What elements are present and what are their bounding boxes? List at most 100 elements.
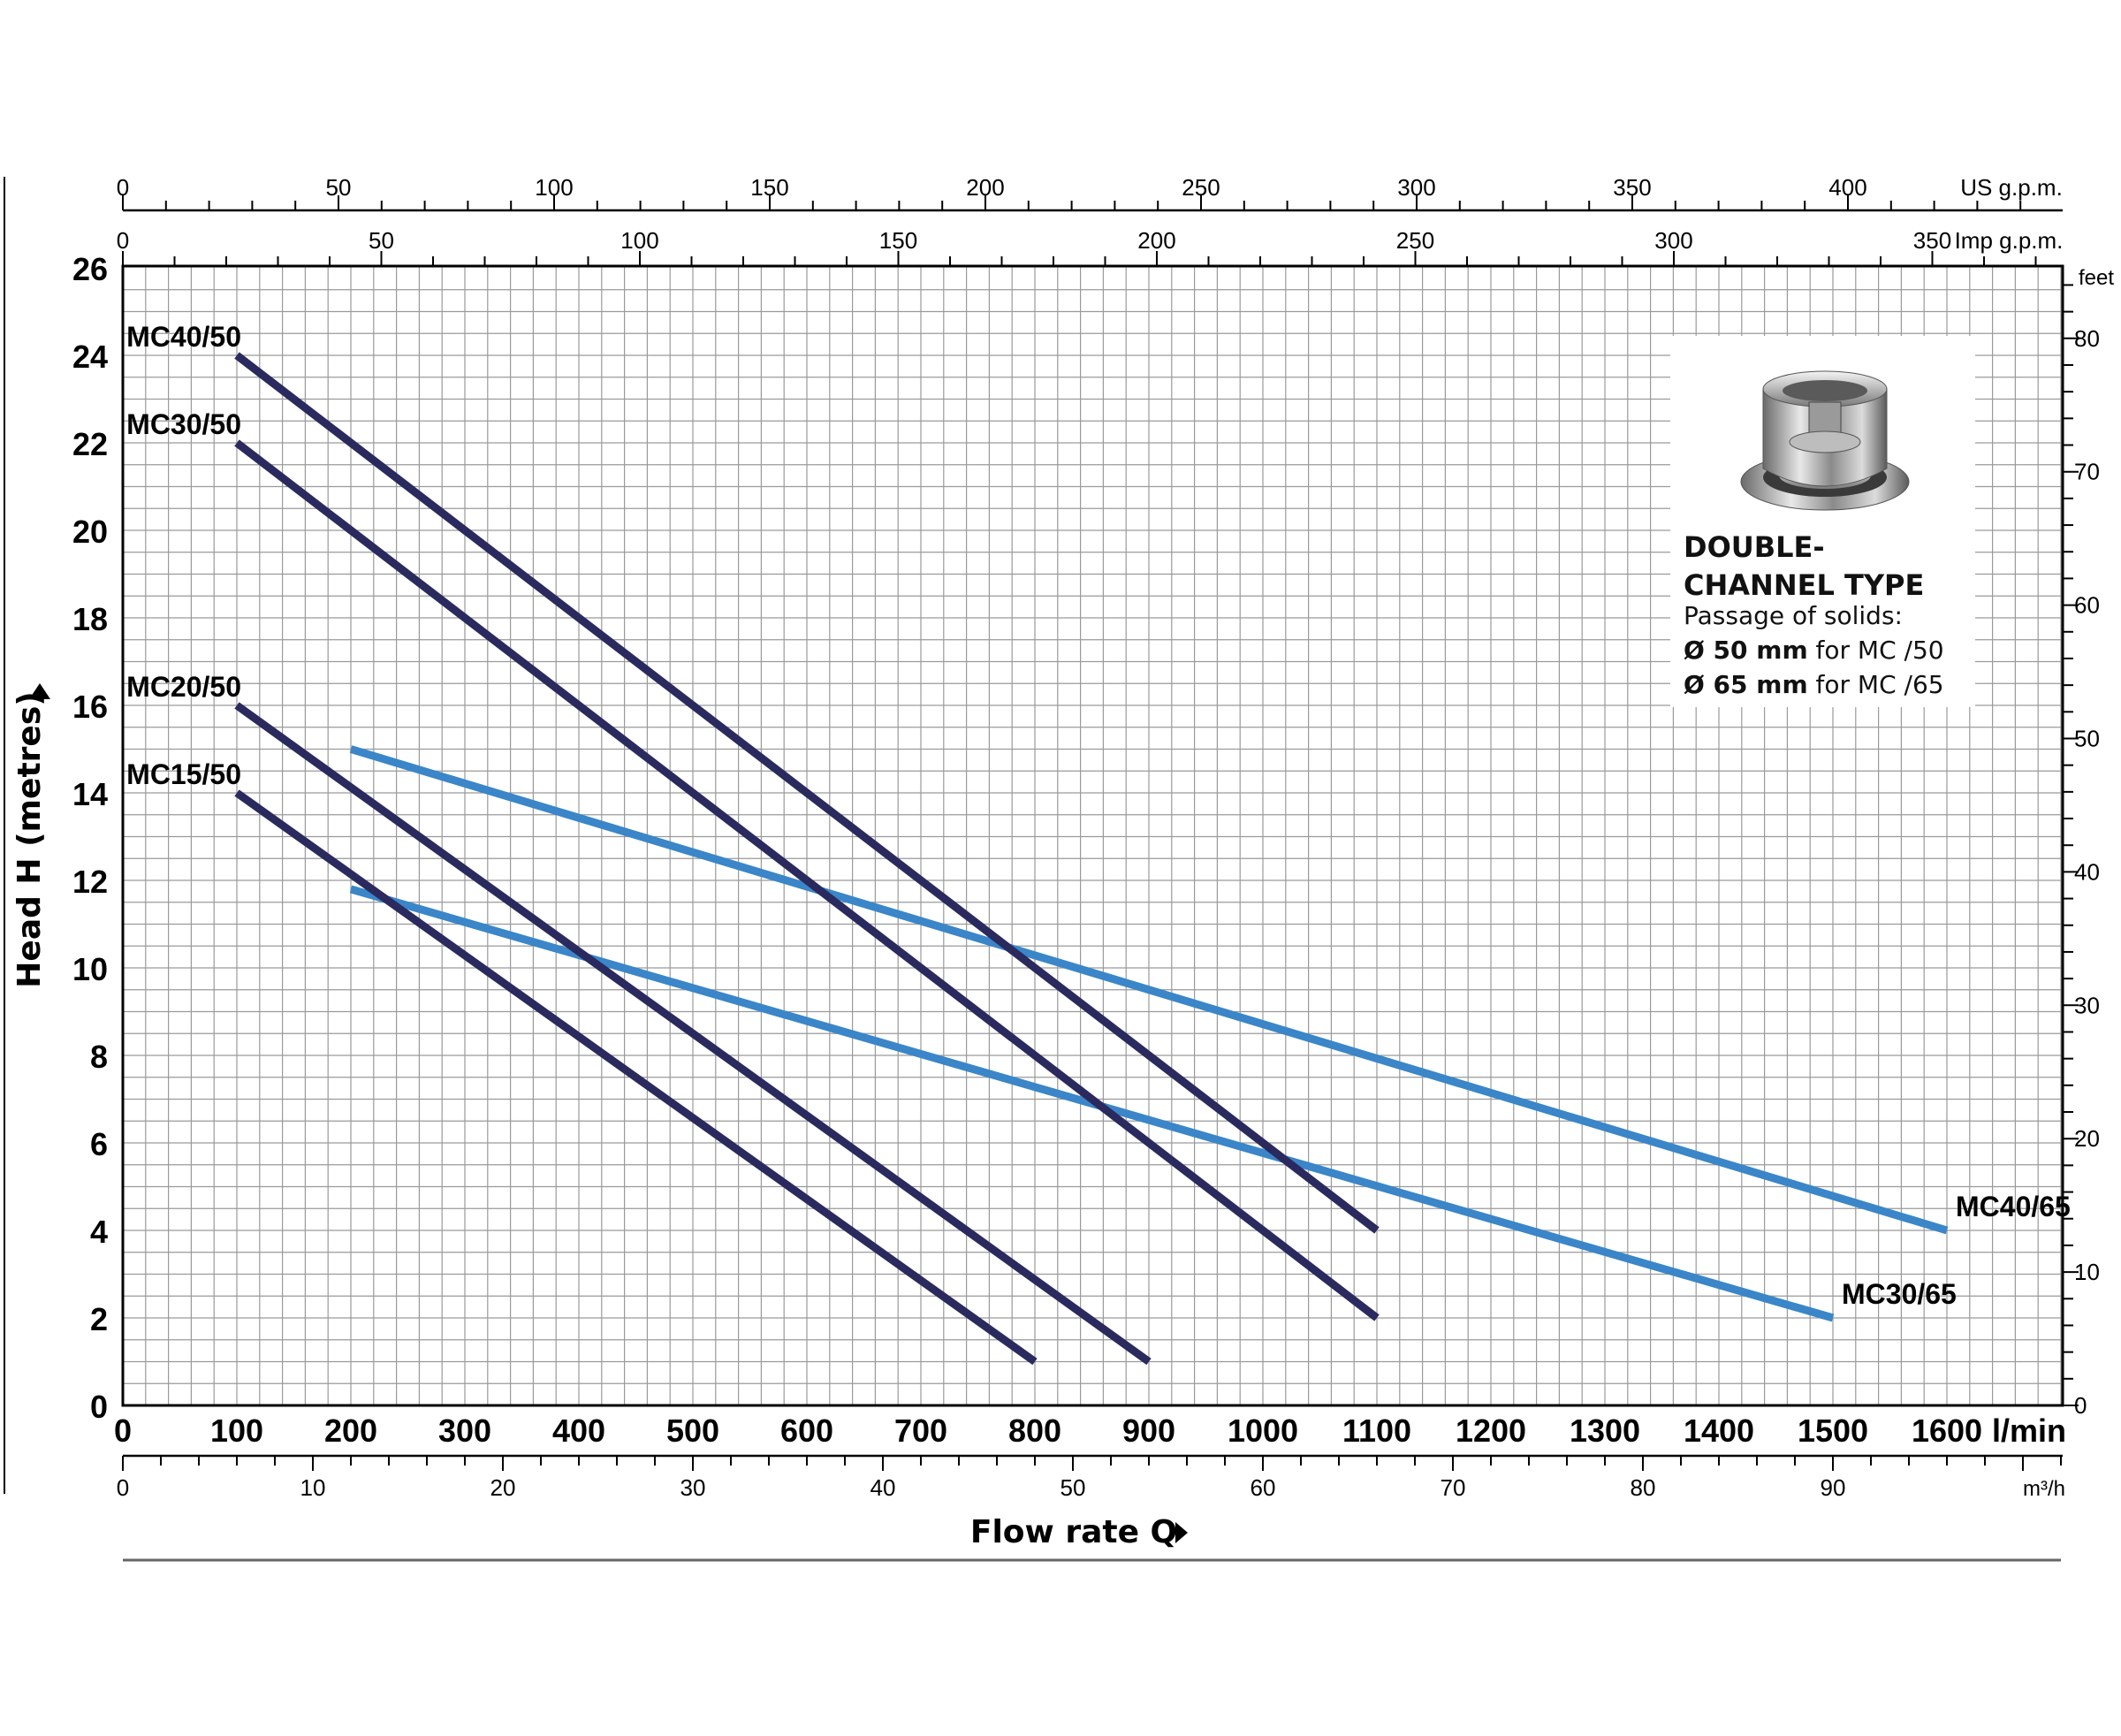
x-tick-label: 400	[552, 1412, 605, 1449]
imp-gpm-tick-label: 0	[117, 227, 129, 254]
us-gpm-tick-label: 50	[326, 174, 352, 201]
us-gpm-tick-label: 100	[535, 174, 573, 201]
m3h-tick-label: 20	[490, 1474, 516, 1501]
m3h-tick-label: 80	[1631, 1474, 1656, 1501]
m3h-tick-label: 90	[1821, 1474, 1846, 1501]
x-tick-label: 1100	[1342, 1412, 1411, 1449]
x-tick-label: 1300	[1570, 1412, 1640, 1449]
inset-line-50mm: Ø 50 mm for MC /50	[1684, 636, 1944, 665]
y-tick-label: 24	[72, 339, 108, 375]
imp-gpm-unit-label: Imp g.p.m.	[1955, 227, 2064, 254]
imp-gpm-tick-label: 100	[620, 227, 658, 254]
y-tick-label: 6	[90, 1126, 108, 1162]
x-tick-label: 700	[894, 1412, 947, 1449]
feet-tick-label: 40	[2074, 858, 2100, 885]
x-tick-label: 1600	[1912, 1412, 1982, 1449]
x-tick-label: 0	[114, 1412, 132, 1449]
us-gpm-tick-label: 250	[1182, 174, 1220, 201]
series-label: MC30/50	[126, 408, 241, 440]
inset-line-65mm-rest: for MC /65	[1807, 670, 1944, 699]
series-line	[234, 789, 1038, 1366]
m3h-tick-label: 70	[1441, 1474, 1466, 1501]
x-axis-arrow-icon	[1175, 1522, 1188, 1543]
feet-tick-label: 80	[2074, 325, 2100, 352]
x-tick-label: 200	[324, 1412, 377, 1449]
double-channel-impeller-image	[1740, 370, 1910, 511]
y-axis-arrow-icon	[29, 683, 50, 699]
x-tick-label: 100	[210, 1412, 263, 1449]
x-tick-label: 300	[438, 1412, 491, 1449]
plot-frame	[121, 264, 2064, 1407]
us-gpm-tick-label: 0	[117, 174, 129, 201]
imp-gpm-tick-label: 300	[1654, 227, 1692, 254]
imp-gpm-tick-label: 350	[1913, 227, 1951, 254]
m3h-tick-label: 0	[117, 1474, 129, 1501]
m3h-tick-label: 60	[1251, 1474, 1276, 1501]
y-tick-label: 10	[72, 951, 108, 987]
y-tick-label: 16	[72, 689, 108, 725]
feet-tick-label: 30	[2074, 992, 2100, 1018]
imp-gpm-tick-label: 200	[1137, 227, 1175, 254]
y-axis-title: Head H (metres)	[11, 691, 48, 987]
us-gpm-tick-label: 200	[966, 174, 1004, 201]
us-gpm-tick-label: 300	[1397, 174, 1435, 201]
y-tick-label: 2	[90, 1301, 108, 1337]
y-tick-label: 26	[72, 251, 108, 287]
inset-line-50mm-rest: for MC /50	[1807, 636, 1944, 665]
x-tick-label: 1400	[1684, 1412, 1754, 1449]
feet-tick-label: 50	[2074, 726, 2100, 752]
us-gpm-unit-label: US g.p.m.	[1960, 174, 2063, 201]
x-axis-title: Flow rate Q	[970, 1514, 1177, 1550]
chart-series	[234, 352, 1949, 1366]
y-tick-label: 22	[72, 426, 108, 462]
x-tick-label: 800	[1008, 1412, 1061, 1449]
m3h-tick-label: 10	[300, 1474, 326, 1501]
inset-line-50mm-bold: Ø 50 mm	[1684, 636, 1808, 665]
feet-tick-label: 20	[2074, 1125, 2100, 1152]
imp-gpm-tick-label: 150	[879, 227, 917, 254]
series-line	[349, 745, 1949, 1235]
feet-unit-label: feet	[2079, 266, 2114, 290]
us-gpm-tick-label: 350	[1613, 174, 1651, 201]
series-label: MC15/50	[126, 758, 241, 790]
feet-tick-label: 70	[2074, 459, 2100, 485]
series-label: MC40/65	[1956, 1191, 2071, 1222]
x-tick-label: 900	[1122, 1412, 1175, 1449]
y-tick-label: 0	[90, 1389, 108, 1425]
series-label: MC40/50	[126, 321, 241, 353]
imp-gpm-tick-label: 50	[369, 227, 394, 254]
series-line	[234, 439, 1380, 1321]
feet-tick-label: 10	[2074, 1259, 2100, 1285]
series-label: MC20/50	[126, 671, 241, 703]
x-tick-label: 1000	[1228, 1412, 1298, 1449]
x-tick-label: 600	[780, 1412, 833, 1449]
feet-tick-label: 60	[2074, 592, 2100, 619]
feet-tick-label: 0	[2074, 1392, 2087, 1419]
imp-gpm-tick-label: 250	[1396, 227, 1434, 254]
series-line	[234, 702, 1152, 1366]
inset-line-65mm: Ø 65 mm for MC /65	[1684, 670, 1944, 699]
x-tick-label: 1200	[1456, 1412, 1526, 1449]
inset-title: DOUBLE-CHANNEL TYPE	[1684, 530, 1925, 602]
x-tick-label: 1500	[1798, 1412, 1868, 1449]
inset-line-65mm-bold: Ø 65 mm	[1684, 670, 1808, 699]
y-tick-label: 4	[90, 1214, 108, 1250]
us-gpm-tick-label: 150	[750, 174, 788, 201]
chart-labels: MC40/50 MC30/50 MC20/50 MC15/50 MC40/65 MC30/…	[126, 321, 2071, 1310]
series-label: MC30/65	[1842, 1278, 1957, 1310]
us-gpm-tick-label: 400	[1828, 174, 1866, 201]
m3h-unit-label: m³/h	[2023, 1477, 2065, 1501]
y-tick-label: 8	[90, 1039, 108, 1075]
series-line	[234, 352, 1380, 1234]
y-tick-label: 14	[72, 776, 108, 812]
y-tick-label: 18	[72, 601, 108, 637]
m3h-tick-label: 30	[680, 1474, 706, 1501]
x-unit-label: l/min	[1992, 1412, 2066, 1449]
m3h-tick-label: 40	[870, 1474, 896, 1501]
double-channel-info-box: DOUBLE-CHANNEL TYPE Passage of solids: Ø…	[1670, 336, 1975, 707]
y-tick-label: 12	[72, 864, 108, 900]
m3h-tick-label: 50	[1060, 1474, 1086, 1501]
inset-subtitle: Passage of solids:	[1684, 601, 1903, 630]
